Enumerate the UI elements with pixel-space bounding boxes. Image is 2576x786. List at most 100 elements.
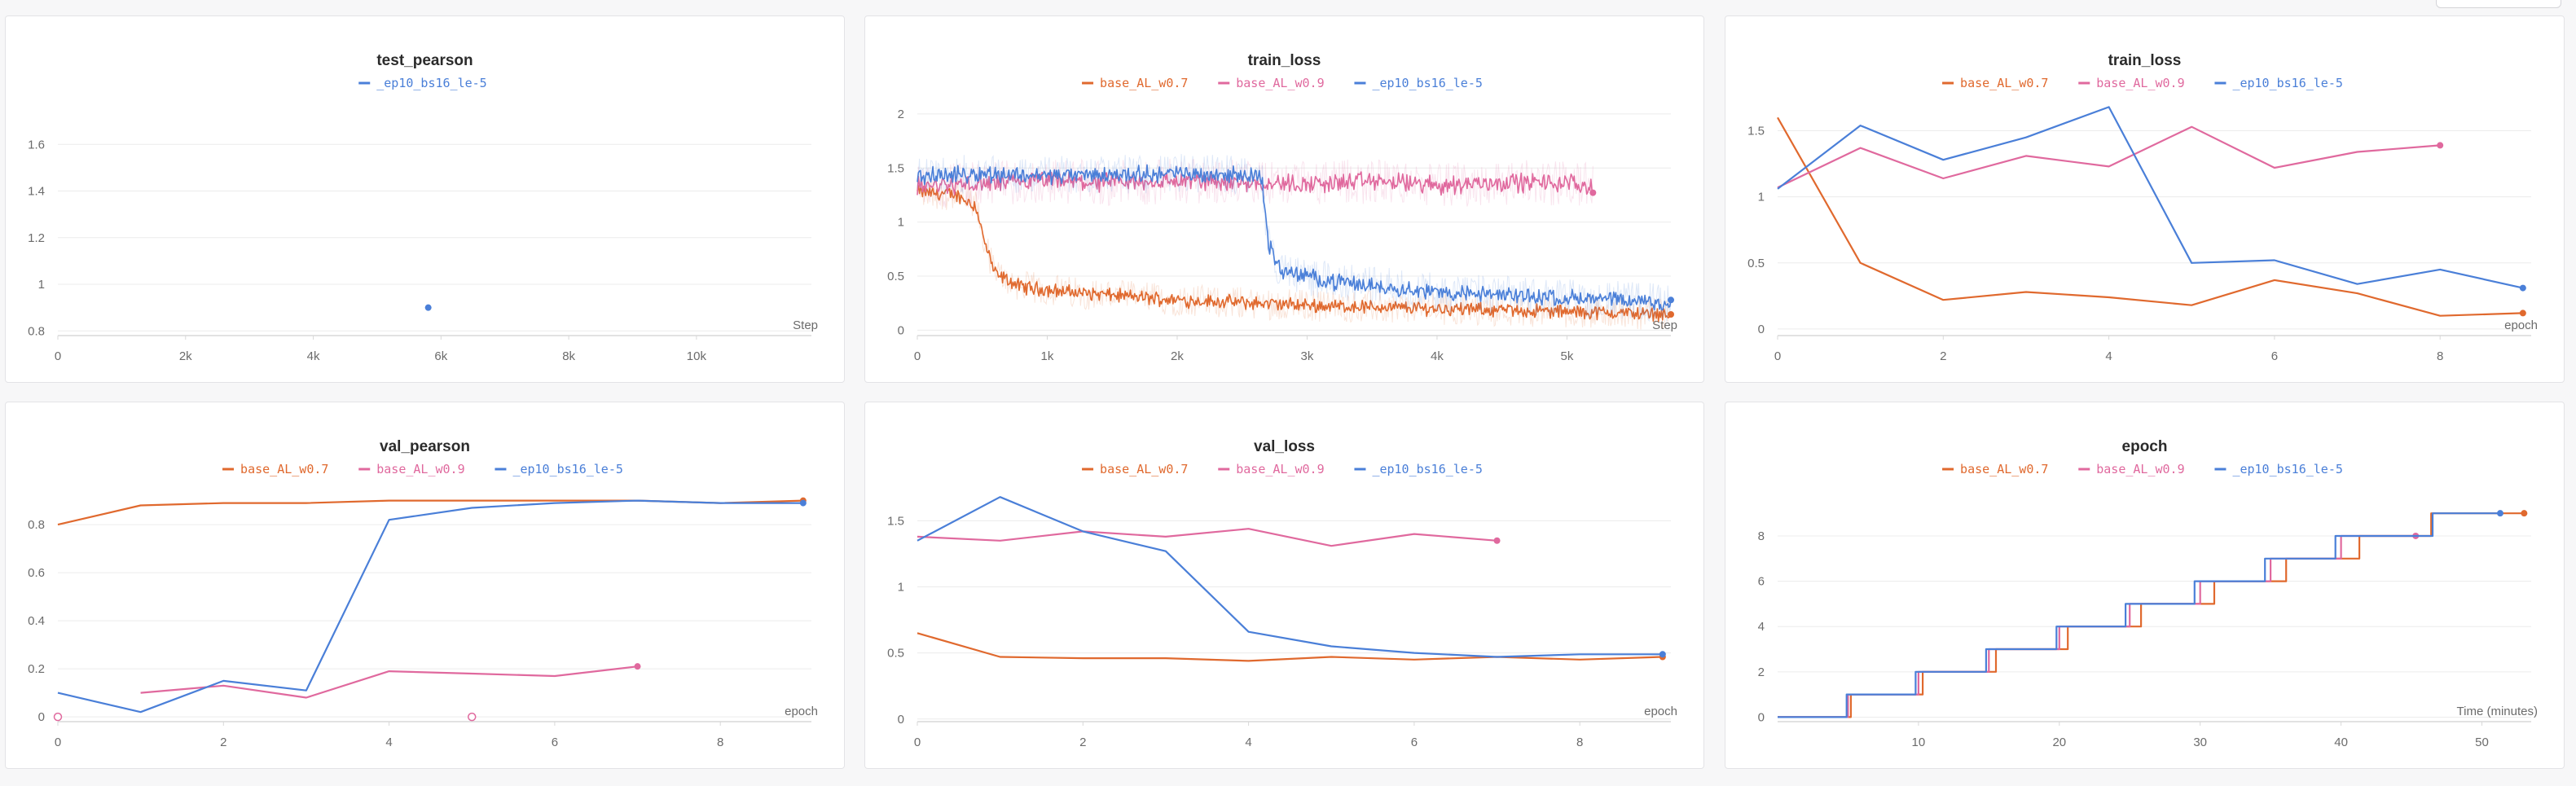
series-line <box>917 632 1663 662</box>
x-tick-label: 4 <box>385 736 392 749</box>
series-end-point[interactable] <box>1589 189 1597 196</box>
legend-item-base-al-w0-9[interactable]: base_AL_w0.9 <box>1218 76 1325 90</box>
legend-item-base-al-w0-9[interactable]: base_AL_w0.9 <box>2078 76 2185 90</box>
series-line <box>917 528 1497 547</box>
y-tick-label: 0.5 <box>1747 257 1765 270</box>
y-tick-label: 1 <box>1758 191 1765 204</box>
series-base-al-w0-9[interactable] <box>917 158 1597 208</box>
series-base-al-w0-9[interactable] <box>917 528 1501 547</box>
y-tick-label: 0 <box>1758 710 1765 724</box>
series-base-al-w0-9[interactable] <box>1778 532 2420 718</box>
series-base-al-w0-7[interactable] <box>917 178 1674 330</box>
series-end-point[interactable] <box>2437 142 2444 149</box>
legend-item-base-al-w0-7[interactable]: base_AL_w0.7 <box>1082 462 1188 476</box>
chart-panel-train-loss-epoch[interactable]: train_loss base_AL_w0.7 base_AL_w0.9 _ep10_… <box>1725 15 2565 383</box>
legend-item-base-al-w0-9[interactable]: base_AL_w0.9 <box>358 462 465 476</box>
series-ep10-bs16-le-5[interactable] <box>57 499 807 714</box>
chart-svg: train_loss base_AL_w0.7 base_AL_w0.9 _ep10_… <box>887 52 1677 363</box>
series-hollow-point[interactable] <box>53 712 63 722</box>
legend-item-base-al-w0-9[interactable]: base_AL_w0.9 <box>2078 462 2185 476</box>
y-tick-label: 6 <box>1758 575 1765 589</box>
series-base-al-w0-9[interactable] <box>1777 125 2444 189</box>
chart-panel-test-pearson[interactable]: test_pearson _ep10_bs16_le-5 0.8 1 1.2 1.4 1.6… <box>5 15 845 383</box>
y-tick-label: 1.5 <box>887 161 904 175</box>
series-end-point[interactable] <box>424 304 432 311</box>
chart-svg: val_pearson base_AL_w0.7 base_AL_w0.9 _ep10… <box>28 438 818 749</box>
series-hollow-point[interactable] <box>467 712 477 722</box>
x-tick-label: 4k <box>1431 349 1444 363</box>
legend-label: _ep10_bs16_le-5 <box>512 462 622 476</box>
series-base-al-w0-7[interactable] <box>1778 510 2528 718</box>
legend-item-ep10-bs16-le-5[interactable]: _ep10_bs16_le-5 <box>1354 462 1483 476</box>
x-tick-label: 30 <box>2193 736 2207 749</box>
legend-item-base-al-w0-7[interactable]: base_AL_w0.7 <box>222 462 328 476</box>
series-ep10-bs16-le-5[interactable] <box>1778 510 2503 718</box>
legend-label: base_AL_w0.7 <box>1960 76 2048 90</box>
chart-panel-val-pearson[interactable]: val_pearson base_AL_w0.7 base_AL_w0.9 _ep10… <box>5 402 845 769</box>
legend-item-base-al-w0-9[interactable]: base_AL_w0.9 <box>1218 462 1325 476</box>
series-base-al-w0-9[interactable] <box>53 663 641 722</box>
x-tick-label: 50 <box>2475 736 2489 749</box>
series-end-point[interactable] <box>1668 311 1674 318</box>
series-line <box>57 499 803 526</box>
series-end-point[interactable] <box>634 663 641 670</box>
x-axis-label: Step <box>793 318 818 332</box>
x-tick-label: 20 <box>2052 736 2066 749</box>
y-tick-label: 1 <box>38 278 45 292</box>
y-tick-label: 2 <box>1758 665 1765 679</box>
toolbar-button[interactable] <box>2436 0 2561 8</box>
series-base-al-w0-7[interactable] <box>1777 116 2526 317</box>
x-tick-label: 10k <box>687 349 707 363</box>
chart-title: val_pearson <box>380 438 470 455</box>
legend-item-ep10-bs16-le-5[interactable]: _ep10_bs16_le-5 <box>495 462 623 476</box>
series-end-point[interactable] <box>799 499 807 507</box>
y-tick-label: 2 <box>898 108 904 121</box>
legend-label: _ep10_bs16_le-5 <box>1372 462 1482 476</box>
chart-panel-epoch[interactable]: epoch base_AL_w0.7 base_AL_w0.9 _ep10_bs16_… <box>1725 402 2565 769</box>
legend: base_AL_w0.7 base_AL_w0.9 _ep10_bs16_le-5 <box>222 462 623 476</box>
series-end-point[interactable] <box>1493 537 1501 544</box>
series-end-point[interactable] <box>2496 510 2503 517</box>
y-tick-label: 1 <box>898 216 904 230</box>
legend: base_AL_w0.7 base_AL_w0.9 _ep10_bs16_le-5 <box>1082 462 1483 476</box>
chart-svg: epoch base_AL_w0.7 base_AL_w0.9 _ep10_bs16_… <box>1758 438 2538 749</box>
legend-item-ep10-bs16-le-5[interactable]: _ep10_bs16_le-5 <box>1354 76 1483 90</box>
chart-title: val_loss <box>1254 438 1315 455</box>
chart-panel-val-loss[interactable]: val_loss base_AL_w0.7 base_AL_w0.9 _ep10_bs… <box>864 402 1704 769</box>
legend-item-ep10-bs16-le-5[interactable]: _ep10_bs16_le-5 <box>2214 76 2343 90</box>
series-ep10-bs16-le-5[interactable] <box>1777 106 2526 292</box>
series-end-point[interactable] <box>2519 310 2526 317</box>
x-tick-label: 3k <box>1301 349 1314 363</box>
x-tick-label: 2 <box>1079 736 1086 749</box>
series-ep10-bs16-le-5[interactable] <box>424 304 432 311</box>
series-end-point[interactable] <box>1668 296 1674 304</box>
y-tick-label: 0 <box>38 710 45 724</box>
series-base-al-w0-7[interactable] <box>917 632 1666 662</box>
legend-item-base-al-w0-7[interactable]: base_AL_w0.7 <box>1942 76 2048 90</box>
series-line <box>917 171 1594 196</box>
y-tick-label: 1 <box>898 581 904 595</box>
series-end-point[interactable] <box>1659 651 1666 658</box>
series-end-point[interactable] <box>2521 510 2528 517</box>
legend-item-ep10-bs16-le-5[interactable]: _ep10_bs16_le-5 <box>2214 462 2343 476</box>
x-tick-label: 4 <box>2105 349 2112 363</box>
series-ep10-bs16-le-5[interactable] <box>917 154 1674 323</box>
y-tick-label: 0 <box>898 323 904 337</box>
y-tick-label: 8 <box>1758 529 1765 543</box>
chart-svg: test_pearson _ep10_bs16_le-5 0.8 1 1.2 1.4 1.6… <box>28 52 818 363</box>
x-tick-label: 1k <box>1041 349 1054 363</box>
series-line <box>1778 512 2525 718</box>
chart-title: epoch <box>2122 438 2168 455</box>
series-end-point[interactable] <box>2519 284 2526 292</box>
series-line <box>140 665 638 699</box>
series-ep10-bs16-le-5[interactable] <box>917 496 1666 658</box>
y-tick-label: 1.2 <box>28 231 45 245</box>
legend-item-base-al-w0-7[interactable]: base_AL_w0.7 <box>1082 76 1188 90</box>
chart-panel-train-loss-step[interactable]: train_loss base_AL_w0.7 base_AL_w0.9 _ep10_… <box>864 15 1704 383</box>
legend-item-ep10-bs16-le-5[interactable]: _ep10_bs16_le-5 <box>358 76 487 90</box>
series-line <box>917 185 1672 323</box>
chart-title: train_loss <box>1248 52 1321 69</box>
legend-label: _ep10_bs16_le-5 <box>2232 76 2342 90</box>
legend-item-base-al-w0-7[interactable]: base_AL_w0.7 <box>1942 462 2048 476</box>
legend: _ep10_bs16_le-5 <box>358 76 487 90</box>
